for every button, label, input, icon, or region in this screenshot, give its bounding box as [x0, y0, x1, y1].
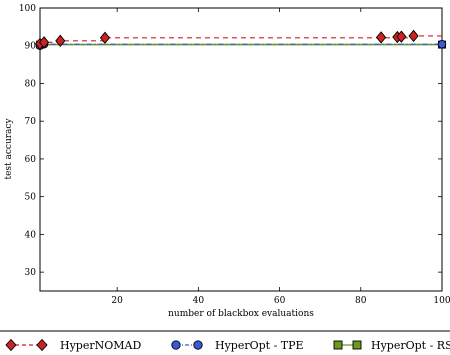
- y-tick-label: 30: [25, 268, 37, 278]
- plot-frame: [39, 7, 443, 292]
- marker-layer: [34, 29, 447, 51]
- data-point-marker: [396, 30, 407, 43]
- y-tick-label: 90: [25, 42, 37, 52]
- data-point-marker: [99, 31, 111, 45]
- legend: HyperNOMAD HyperOpt - TPE HyperOpt - RS: [5, 338, 450, 352]
- legend-item-rs: HyperOpt - RS: [333, 339, 450, 352]
- legend-label-hypernomad: HyperNOMAD: [60, 339, 141, 352]
- data-point-marker: [408, 29, 419, 43]
- y-tick-label: 40: [25, 230, 37, 240]
- y-tick-label: 50: [25, 193, 37, 203]
- y-axis-label: test accuracy: [4, 118, 14, 180]
- data-point-marker: [437, 39, 447, 49]
- legend-marker-rs: [352, 340, 362, 350]
- legend-item-tpe: HyperOpt - TPE: [171, 339, 304, 352]
- legend-label-tpe: HyperOpt - TPE: [215, 339, 304, 352]
- x-axis-label: number of blackbox evaluations: [168, 309, 314, 319]
- ticks: 20 40 60 80 100 30 40 50 60 70 80 90 100: [19, 4, 450, 306]
- data-point-marker: [376, 31, 387, 44]
- x-tick-label: 40: [193, 296, 205, 306]
- legend-marker-tpe: [171, 340, 181, 350]
- legend-marker-rs: [333, 340, 343, 350]
- legend-marker-hypernomad: [5, 338, 17, 352]
- y-tick-label: 80: [25, 79, 37, 89]
- x-tick-label: 80: [355, 296, 367, 306]
- legend-marker-tpe: [193, 340, 203, 350]
- x-tick-label: 60: [274, 296, 286, 306]
- data-point-marker: [38, 36, 50, 49]
- legend-label-rs: HyperOpt - RS: [371, 339, 450, 352]
- data-point-marker: [55, 34, 66, 48]
- y-tick-label: 70: [25, 117, 37, 127]
- legend-item-hypernomad: HyperNOMAD: [5, 338, 141, 352]
- legend-marker-hypernomad: [36, 338, 48, 352]
- x-tick-label: 100: [433, 296, 450, 306]
- x-tick-label: 20: [111, 296, 123, 306]
- y-tick-label: 60: [25, 155, 37, 165]
- y-tick-label: 100: [19, 4, 36, 14]
